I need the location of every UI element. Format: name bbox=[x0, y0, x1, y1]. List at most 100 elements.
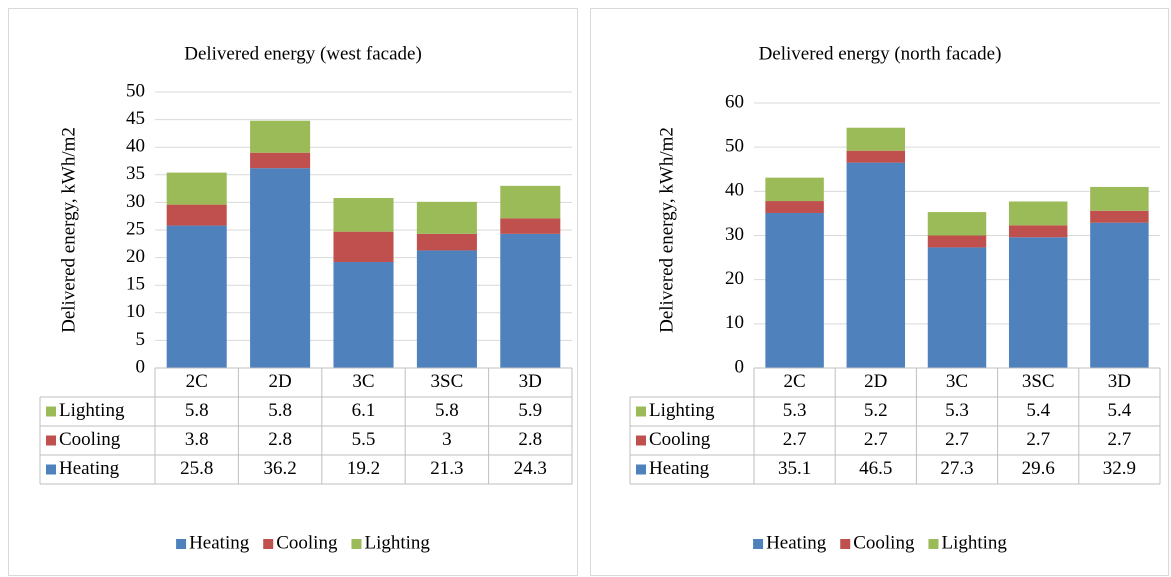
x-tick-label: 2C bbox=[186, 371, 208, 392]
x-tick-label: 3SC bbox=[431, 371, 464, 392]
table-cell: 25.8 bbox=[180, 458, 213, 479]
x-tick-label: 3D bbox=[519, 371, 542, 392]
bar-segment bbox=[927, 212, 987, 236]
bar-segment bbox=[1090, 222, 1149, 368]
bar-segment bbox=[500, 185, 561, 219]
y-tick-label: 5 bbox=[136, 329, 146, 350]
bar-segment bbox=[416, 201, 477, 234]
table-cell: 2.7 bbox=[1108, 429, 1132, 450]
table-cell: 27.3 bbox=[940, 458, 973, 479]
table-cell: 24.3 bbox=[514, 458, 547, 479]
y-tick-label: 20 bbox=[126, 246, 145, 267]
bar-segment bbox=[333, 197, 394, 232]
bar-segment bbox=[333, 231, 394, 263]
y-tick-label: 40 bbox=[126, 136, 145, 157]
table-row-label: Heating bbox=[649, 458, 710, 479]
legend-swatch bbox=[176, 539, 187, 549]
table-row-label: Cooling bbox=[649, 429, 711, 450]
chart-title: Delivered energy (west facade) bbox=[184, 43, 422, 64]
table-cell: 5.3 bbox=[783, 400, 807, 421]
table-cell: 5.4 bbox=[1026, 400, 1050, 421]
x-tick-label: 3D bbox=[1108, 371, 1131, 392]
table-cell: 5.3 bbox=[945, 400, 969, 421]
bar-segment bbox=[846, 127, 906, 151]
x-tick-label: 3SC bbox=[1022, 371, 1055, 392]
x-tick-label: 3C bbox=[946, 371, 968, 392]
y-tick-label: 50 bbox=[725, 136, 744, 157]
y-axis-label: Delivered energy, kWh/m2 bbox=[656, 127, 677, 333]
table-row-label: Heating bbox=[59, 458, 120, 479]
table-cell: 5.8 bbox=[435, 400, 459, 421]
legend-swatch bbox=[636, 464, 646, 475]
x-tick-label: 2D bbox=[268, 371, 291, 392]
table-cell: 35.1 bbox=[778, 458, 811, 479]
table-cell: 5.8 bbox=[185, 400, 209, 421]
y-tick-label: 35 bbox=[126, 163, 145, 184]
y-tick-label: 10 bbox=[126, 301, 145, 322]
bar-segment bbox=[846, 150, 906, 163]
chart-title: Delivered energy (north facade) bbox=[759, 43, 1002, 64]
x-tick-label: 3C bbox=[352, 371, 374, 392]
y-tick-label: 45 bbox=[126, 108, 145, 129]
legend-label: Heating bbox=[189, 532, 250, 553]
bar-segment bbox=[1008, 201, 1068, 226]
table-cell: 5.8 bbox=[268, 400, 292, 421]
bar-segment bbox=[500, 218, 561, 234]
panel-border bbox=[590, 8, 1169, 576]
bar-segment bbox=[765, 212, 824, 368]
bar-segment bbox=[927, 235, 987, 248]
legend-label: Cooling bbox=[276, 532, 338, 553]
y-tick-label: 30 bbox=[725, 224, 744, 245]
bar-segment bbox=[416, 250, 477, 368]
bar-segment bbox=[333, 262, 394, 368]
table-cell: 6.1 bbox=[352, 400, 376, 421]
table-cell: 3.8 bbox=[185, 429, 209, 450]
table-cell: 19.2 bbox=[347, 458, 380, 479]
bar-segment bbox=[250, 168, 311, 368]
table-row-label: Lighting bbox=[59, 400, 125, 421]
legend-swatch bbox=[840, 539, 851, 549]
bar-segment bbox=[765, 201, 824, 213]
bar-segment bbox=[1090, 210, 1149, 223]
table-cell: 32.9 bbox=[1103, 458, 1136, 479]
x-tick-label: 2C bbox=[784, 371, 806, 392]
y-tick-label: 25 bbox=[126, 218, 145, 239]
table-cell: 29.6 bbox=[1022, 458, 1055, 479]
legend-label: Lighting bbox=[941, 532, 1007, 553]
legend-swatch bbox=[928, 539, 939, 549]
table-cell: 2.8 bbox=[268, 429, 292, 450]
table-cell: 2.7 bbox=[1026, 429, 1050, 450]
table-cell: 5.2 bbox=[864, 400, 888, 421]
table-cell: 2.7 bbox=[783, 429, 807, 450]
table-cell: 2.7 bbox=[864, 429, 888, 450]
bar-segment bbox=[1008, 237, 1068, 368]
bar-segment bbox=[250, 120, 311, 153]
table-cell: 2.8 bbox=[518, 429, 542, 450]
table-cell: 2.7 bbox=[945, 429, 969, 450]
bar-segment bbox=[927, 247, 987, 368]
bar-segment bbox=[250, 152, 311, 169]
legend-swatch bbox=[46, 435, 56, 446]
y-tick-label: 50 bbox=[126, 80, 145, 101]
y-axis-label: Delivered energy, kWh/m2 bbox=[58, 127, 79, 333]
bar-segment bbox=[166, 204, 227, 226]
bar-segment bbox=[1008, 225, 1068, 238]
table-cell: 21.3 bbox=[430, 458, 463, 479]
bar-segment bbox=[166, 172, 227, 205]
legend-label: Heating bbox=[766, 532, 827, 553]
bar-segment bbox=[166, 225, 227, 368]
legend-swatch bbox=[263, 539, 274, 549]
bar-segment bbox=[1090, 186, 1149, 211]
table-cell: 5.5 bbox=[352, 429, 376, 450]
panel-border bbox=[8, 8, 578, 576]
y-tick-label: 40 bbox=[725, 180, 744, 201]
legend-swatch bbox=[636, 435, 646, 446]
legend-swatch bbox=[351, 539, 362, 549]
table-cell: 5.9 bbox=[518, 400, 542, 421]
bar-segment bbox=[765, 177, 824, 202]
table-row-label: Lighting bbox=[649, 400, 715, 421]
y-tick-label: 0 bbox=[735, 356, 745, 377]
bar-segment bbox=[500, 233, 561, 368]
table-cell: 3 bbox=[442, 429, 452, 450]
legend-swatch bbox=[46, 406, 56, 417]
